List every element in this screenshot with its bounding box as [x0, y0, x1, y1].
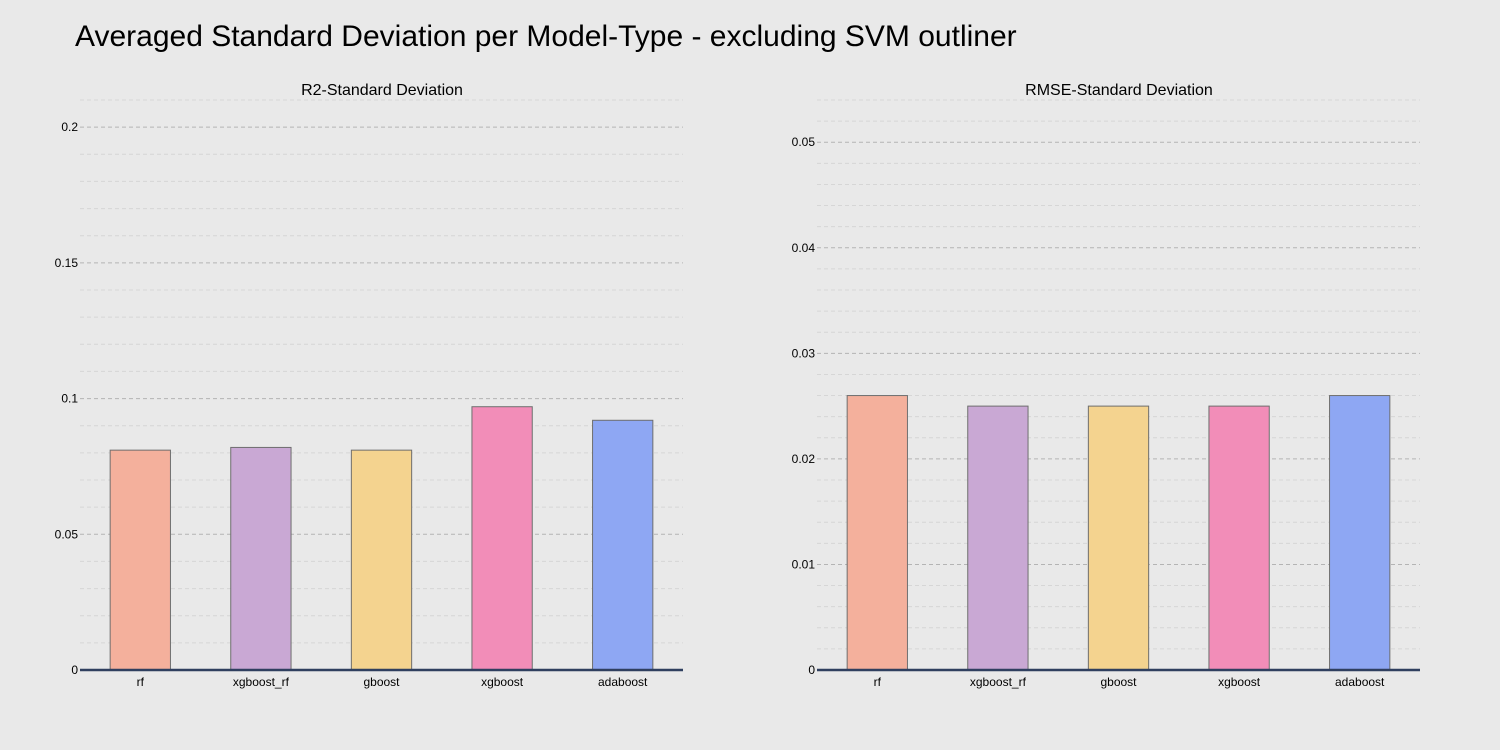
rmse-xtick-label: gboost: [1100, 675, 1137, 689]
r2-chart-title: R2-Standard Deviation: [301, 82, 463, 99]
rmse-ytick-label: 0.04: [792, 241, 816, 255]
r2-bar-adaboost: [592, 419, 654, 671]
r2-xtick-label: xgboost_rf: [233, 675, 290, 689]
rmse-ytick-label: 0.02: [792, 452, 816, 466]
rmse-xtick-label: rf: [874, 675, 882, 689]
rmse-ytick-label: 0: [808, 663, 815, 677]
rmse-ytick-label: 0.03: [792, 346, 816, 360]
rmse-bar-adaboost: [1329, 395, 1391, 671]
rmse-bar-xgboost: [1208, 405, 1270, 671]
r2-xtick-label: gboost: [363, 675, 400, 689]
rmse-chart-title: RMSE-Standard Deviation: [1025, 82, 1213, 99]
rmse-ytick-label: 0.01: [792, 557, 816, 571]
r2-xtick-label: adaboost: [598, 675, 648, 689]
r2-ytick-label: 0.1: [61, 392, 78, 406]
page-title: Averaged Standard Deviation per Model-Ty…: [75, 20, 1017, 53]
r2-bar-rf: [109, 449, 171, 671]
r2-xtick-label: xgboost: [481, 675, 524, 689]
r2-xtick-label: rf: [137, 675, 145, 689]
rmse-xtick-label: xgboost_rf: [970, 675, 1027, 689]
rmse-bar-xgboost_rf: [967, 405, 1029, 671]
r2-bar-xgboost_rf: [230, 446, 292, 671]
r2-ytick-label: 0: [71, 663, 78, 677]
rmse-ytick-label: 0.05: [792, 135, 816, 149]
rmse-bar-rf: [846, 395, 908, 671]
r2-ytick-label: 0.2: [61, 120, 78, 134]
rmse-bar-gboost: [1087, 405, 1150, 671]
r2-bar-gboost: [350, 449, 413, 671]
r2-ytick-label: 0.15: [55, 256, 79, 270]
rmse-xtick-label: adaboost: [1335, 675, 1385, 689]
r2-bar-xgboost: [471, 406, 533, 671]
r2-ytick-label: 0.05: [55, 527, 79, 541]
rmse-xtick-label: xgboost: [1218, 675, 1261, 689]
